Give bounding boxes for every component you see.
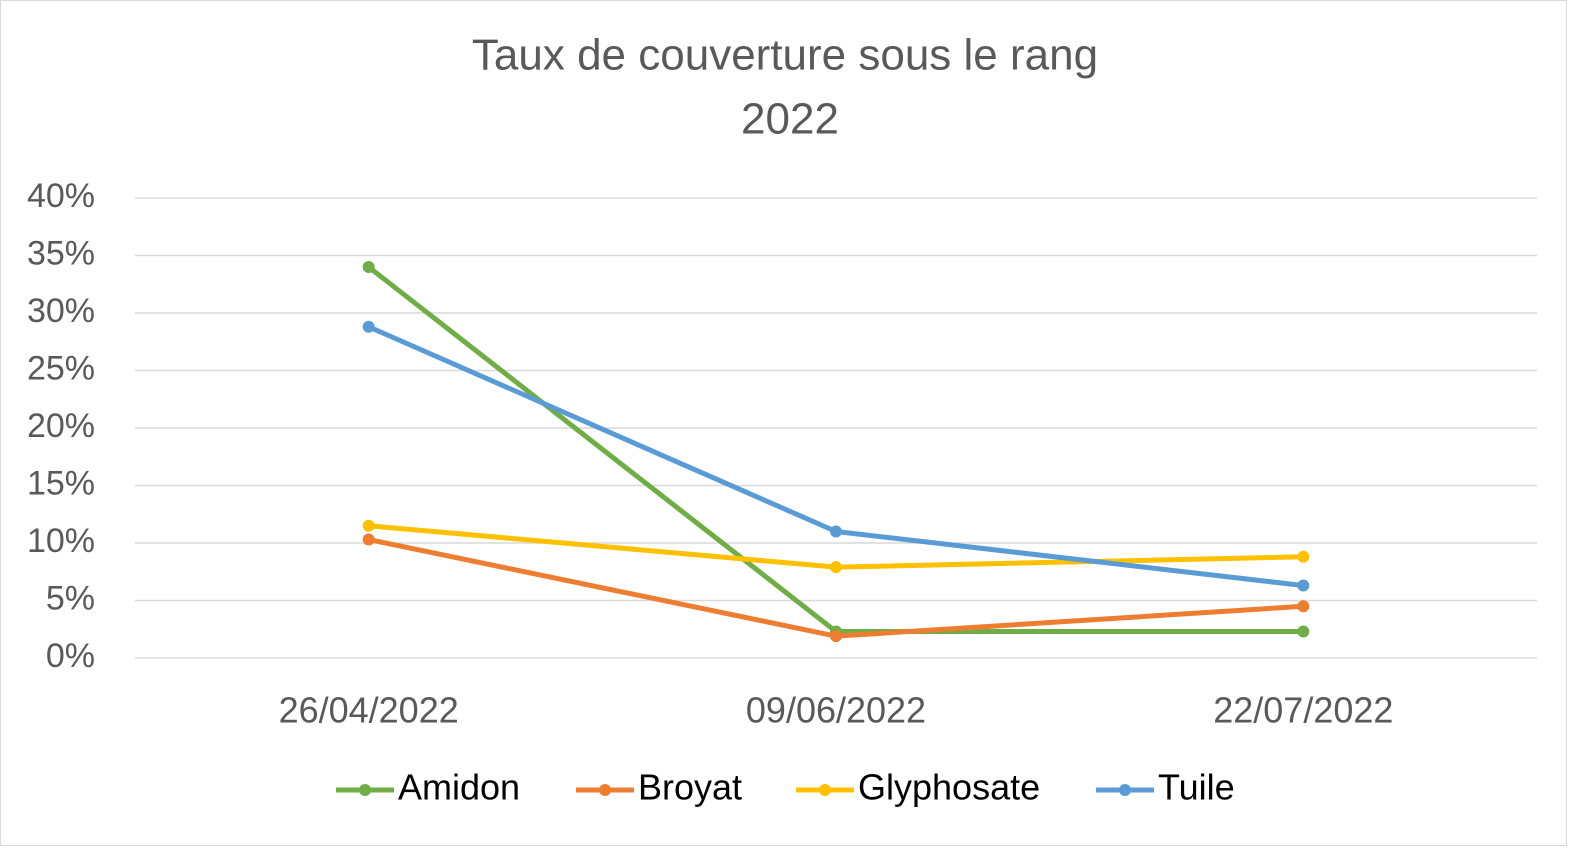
data-point — [1297, 600, 1310, 613]
y-tick-label: 20% — [27, 407, 95, 445]
data-point — [362, 533, 375, 546]
legend-label: Broyat — [638, 767, 742, 808]
y-tick-label: 15% — [27, 464, 95, 502]
legend-marker — [599, 784, 611, 796]
chart-title: Taux de couverture sous le rang — [472, 31, 1098, 80]
data-point — [1297, 625, 1310, 638]
data-point — [830, 630, 842, 643]
x-tick-label: 22/07/2022 — [1213, 690, 1393, 731]
y-tick-label: 35% — [27, 234, 95, 272]
data-point — [362, 320, 375, 333]
legend-label: Glyphosate — [858, 767, 1040, 808]
data-point — [830, 561, 842, 574]
chart-subtitle: 2022 — [741, 95, 839, 144]
legend-label: Tuile — [1158, 767, 1235, 808]
x-tick-label: 09/06/2022 — [746, 690, 926, 731]
y-tick-label: 0% — [46, 637, 95, 675]
y-tick-label: 25% — [27, 349, 95, 387]
data-point — [362, 261, 375, 273]
data-point — [830, 525, 842, 538]
data-point — [362, 519, 375, 532]
y-tick-label: 30% — [27, 292, 95, 330]
y-tick-label: 5% — [46, 579, 95, 617]
legend-marker — [1119, 784, 1131, 796]
y-tick-label: 40% — [27, 177, 95, 215]
x-tick-label: 26/04/2022 — [279, 690, 459, 731]
legend-marker — [359, 784, 371, 796]
chart-border — [0, 0, 1567, 846]
y-tick-label: 10% — [27, 522, 95, 560]
legend-marker — [819, 784, 831, 796]
data-point — [1297, 579, 1310, 592]
data-point — [1297, 550, 1310, 563]
legend-label: Amidon — [398, 767, 520, 808]
